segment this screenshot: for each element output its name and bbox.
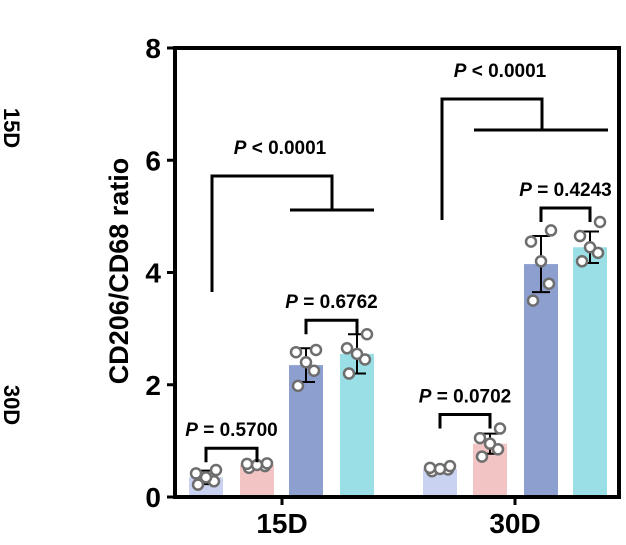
p-value-label: P < 0.0001: [454, 61, 547, 82]
p-value-label: P < 0.0001: [234, 138, 327, 159]
data-point: [350, 347, 364, 361]
data-point: [240, 457, 254, 471]
data-point: [299, 356, 313, 369]
data-point: [199, 471, 213, 484]
p-value-label: P = 0.4243: [519, 180, 611, 201]
group-bracket: [210, 174, 334, 292]
side-label-15d: 15D: [0, 108, 24, 148]
y-tick-label: 0: [145, 482, 161, 513]
data-point: [583, 240, 597, 254]
data-point: [544, 224, 558, 237]
x-tick-label-15d: 15D: [256, 508, 307, 539]
data-point: [534, 255, 548, 268]
data-point: [491, 443, 505, 456]
data-point: [309, 343, 323, 357]
comparison-bracket: [304, 318, 359, 335]
p-value-label: P = 0.5700: [185, 420, 277, 441]
data-point: [493, 422, 507, 435]
data-point: [443, 459, 457, 473]
data-point: [291, 379, 305, 393]
y-tick-label: 4: [145, 258, 161, 289]
side-label-30d: 30D: [0, 385, 24, 425]
data-point: [289, 345, 303, 359]
data-point: [189, 467, 203, 480]
y-tick-label: 2: [145, 370, 161, 401]
data-point: [423, 461, 437, 475]
data-point: [593, 215, 607, 229]
data-point: [191, 478, 205, 491]
data-point: [575, 255, 589, 268]
data-point: [340, 342, 354, 355]
p-value-label: P = 0.6762: [285, 292, 377, 313]
data-point: [307, 364, 321, 377]
comparison-bracket: [204, 446, 259, 463]
data-point: [483, 437, 497, 450]
data-point: [542, 277, 556, 290]
data-point: [573, 229, 587, 243]
data-point: [526, 294, 540, 307]
data-point: [358, 353, 372, 366]
data-point: [524, 235, 538, 248]
comparison-bracket: [539, 206, 592, 222]
data-point: [433, 462, 447, 476]
data-point: [473, 431, 487, 445]
y-tick-label: 6: [145, 145, 161, 176]
data-point: [342, 367, 356, 380]
y-tick-label: 8: [145, 33, 161, 64]
data-point: [360, 327, 374, 341]
group-bracket: [440, 97, 544, 220]
bar-30d-4: [573, 247, 607, 497]
plot-area: 0 2 4 6 8 15D 30D P = 0.5700 P = 0.6762 P = 0.070…: [145, 33, 621, 539]
data-point: [209, 463, 223, 477]
comparison-bracket: [438, 413, 492, 429]
data-point: [475, 450, 489, 463]
x-tick-label-30d: 30D: [489, 508, 540, 539]
p-value-label: P = 0.0702: [419, 387, 511, 408]
data-point: [591, 246, 605, 260]
y-axis-label: CD206/CD68 ratio: [104, 158, 134, 385]
data-point: [260, 457, 274, 470]
